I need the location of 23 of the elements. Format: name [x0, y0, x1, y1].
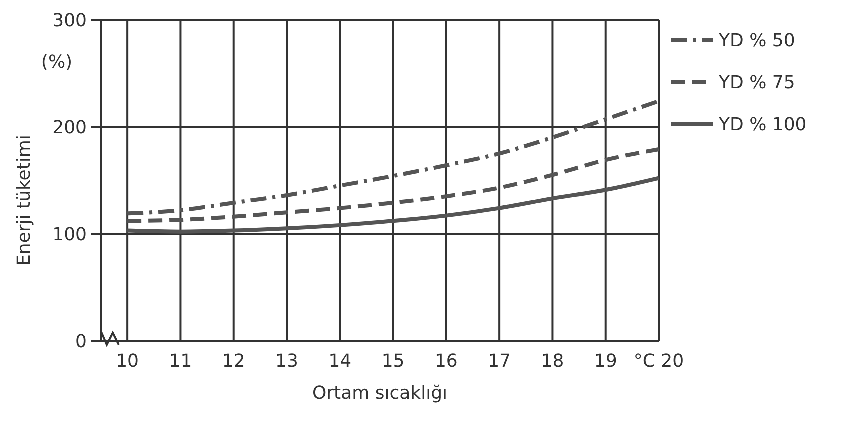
y-tick-label: 0 [76, 331, 87, 352]
y-tick-label: 100 [52, 224, 87, 246]
line-series [126, 176, 661, 234]
legend-label: YD % 100 [718, 114, 807, 136]
x-tick-label: 15 [382, 351, 405, 372]
x-axis-title: Ortam sıcaklığı [312, 383, 448, 404]
x-tick-label: 11 [169, 351, 192, 372]
y-axis-title: Enerji tüketimi [14, 135, 35, 266]
y-tick-label: 300 [52, 10, 87, 32]
x-tick-label: 12 [222, 351, 246, 372]
x-tick-label: 16 [434, 351, 458, 372]
legend-label: YD % 75 [718, 72, 796, 94]
text: (%) [41, 52, 73, 73]
legend-label: YD % 50 [718, 30, 796, 52]
x-tick-label: 17 [488, 351, 512, 372]
x-tick-label: 10 [116, 351, 140, 372]
x-tick-label: 18 [541, 351, 564, 372]
x-tick-label: °C 20 [634, 351, 684, 372]
x-tick-label: 19 [594, 351, 618, 372]
line-series [126, 147, 661, 224]
x-tick-label: 14 [328, 351, 352, 372]
y-tick-label: 200 [52, 117, 87, 138]
x-tick-label: 13 [276, 351, 298, 372]
